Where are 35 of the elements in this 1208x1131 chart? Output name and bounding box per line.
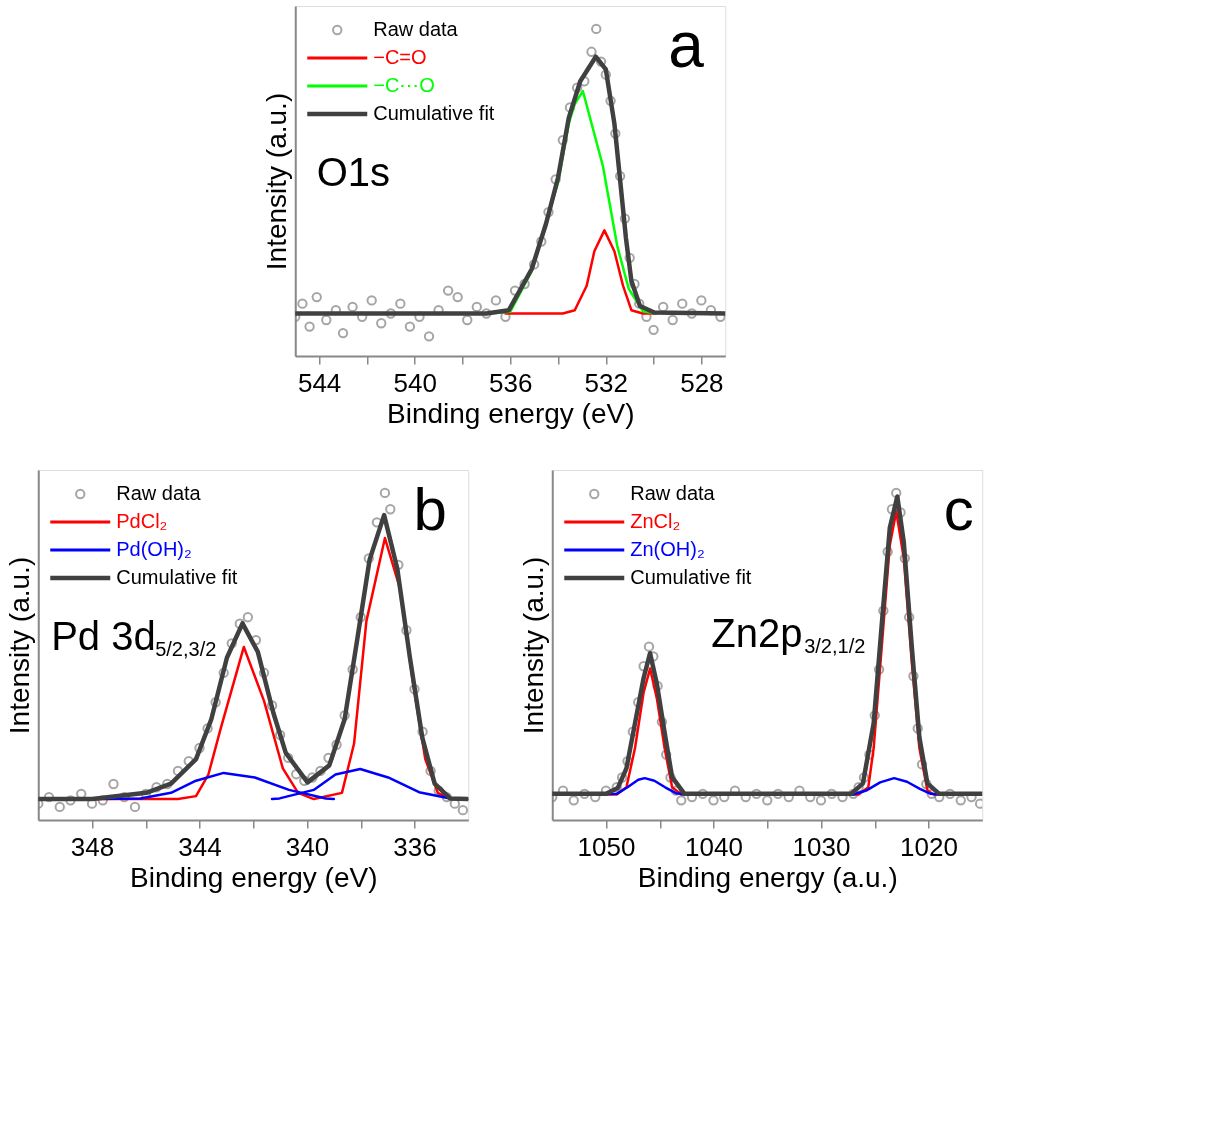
annotation: b — [413, 476, 447, 543]
x-tick-label: 340 — [285, 831, 330, 862]
legend-label: Raw data — [630, 482, 716, 504]
annotation: a — [668, 9, 705, 81]
legend-label: Zn(OH)₂ — [630, 538, 705, 560]
legend-label: PdCl₂ — [116, 510, 168, 532]
x-tick-label: 1030 — [792, 831, 851, 862]
legend-label: Cumulative fit — [373, 102, 495, 124]
legend-label: Pd(OH)₂ — [116, 538, 192, 560]
legend-label: −C⋯O — [373, 74, 435, 96]
x-tick-label: 1020 — [900, 831, 958, 862]
x-tick-label: 336 — [393, 831, 437, 862]
x-tick-label: 1050 — [577, 831, 636, 862]
legend-label: Raw data — [373, 18, 459, 40]
x-axis-title: Binding energy (eV) — [387, 397, 635, 429]
annotation: O1s — [316, 150, 391, 194]
x-tick-label: 532 — [584, 367, 628, 398]
legend-label: Cumulative fit — [116, 566, 238, 588]
x-tick-label: 536 — [489, 367, 533, 398]
y-axis-title: Intensity (a.u.) — [517, 556, 549, 735]
annotation: c — [943, 476, 974, 543]
y-axis-title: Intensity (a.u.) — [260, 92, 292, 271]
x-axis-title: Binding energy (a.u.) — [637, 861, 898, 893]
x-tick-label: 344 — [178, 831, 222, 862]
x-tick-label: 1040 — [685, 831, 743, 862]
x-tick-label: 544 — [297, 367, 342, 398]
x-tick-label: 540 — [393, 367, 437, 398]
x-axis-title: Binding energy (eV) — [130, 861, 378, 893]
legend-label: −C=O — [373, 46, 427, 68]
x-tick-label: 348 — [70, 831, 115, 862]
legend-label: Cumulative fit — [630, 566, 752, 588]
y-axis-title: Intensity (a.u.) — [3, 556, 35, 735]
legend-label: Raw data — [116, 482, 202, 504]
legend-label: ZnCl₂ — [630, 510, 681, 532]
x-tick-label: 528 — [680, 367, 724, 398]
